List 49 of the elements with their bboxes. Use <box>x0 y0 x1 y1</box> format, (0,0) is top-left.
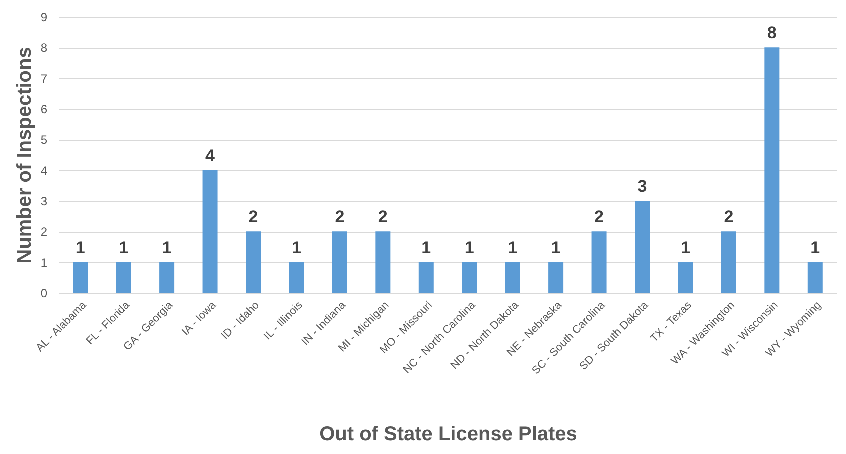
bar <box>678 262 694 293</box>
data-label: 2 <box>335 208 345 227</box>
bar <box>764 48 780 293</box>
y-tick-label: 9 <box>40 10 48 24</box>
data-label: 4 <box>206 146 216 166</box>
y-tick-label: 1 <box>40 256 48 270</box>
data-label: 2 <box>378 208 388 227</box>
data-label: 1 <box>76 238 86 258</box>
bar <box>721 232 736 293</box>
y-axis-title: Number of Inspections <box>14 47 36 264</box>
bar <box>289 262 304 293</box>
y-tick-label: 2 <box>40 225 48 240</box>
data-label: 1 <box>422 238 432 258</box>
bar <box>418 262 434 293</box>
data-label: 8 <box>767 24 777 43</box>
x-axis-title: Out of State License Plates <box>320 423 578 446</box>
bar <box>592 232 607 293</box>
y-tick-label: 3 <box>40 194 48 208</box>
bar <box>202 170 218 293</box>
data-label: 1 <box>119 238 129 258</box>
x-tick-label: IA - Iowa <box>180 298 220 338</box>
data-label: 3 <box>638 177 648 196</box>
bar <box>376 232 391 293</box>
y-tick-label: 0 <box>40 286 48 300</box>
y-tick-label: 5 <box>40 133 48 148</box>
data-label: 2 <box>594 208 604 227</box>
data-label: 1 <box>508 238 518 258</box>
y-tick-label: 8 <box>40 41 48 56</box>
bar <box>246 232 261 293</box>
data-label: 1 <box>680 238 690 258</box>
data-label: 2 <box>724 208 734 227</box>
data-label: 1 <box>810 238 820 258</box>
y-tick-label: 4 <box>40 164 48 178</box>
bar <box>635 201 650 293</box>
bar <box>808 262 823 293</box>
bar <box>332 232 348 293</box>
y-tick-label: 6 <box>40 102 48 116</box>
data-label: 1 <box>162 238 172 258</box>
data-label: 1 <box>551 238 561 258</box>
bar <box>505 262 520 293</box>
bar <box>548 262 564 293</box>
bar <box>116 262 132 293</box>
bar <box>160 262 175 293</box>
data-label: 1 <box>464 238 474 258</box>
bar <box>73 262 88 293</box>
data-label: 2 <box>248 208 258 227</box>
y-tick-label: 7 <box>40 72 48 86</box>
data-label: 1 <box>292 238 302 258</box>
bar <box>462 262 478 293</box>
